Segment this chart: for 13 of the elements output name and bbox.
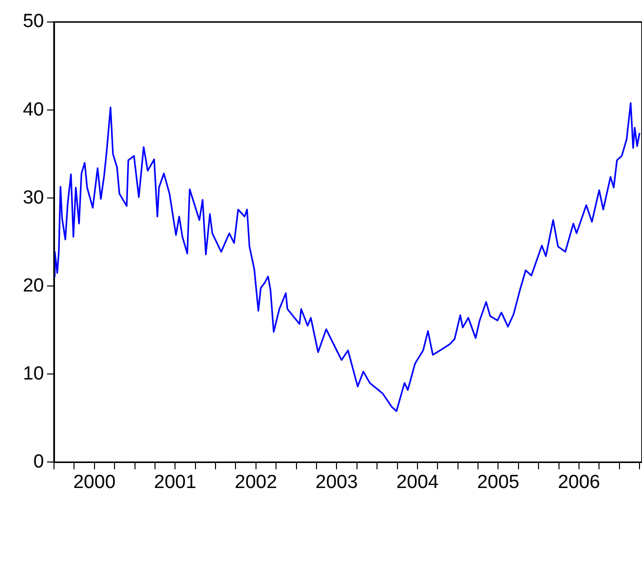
x-tick-label: 2001 [154, 472, 196, 493]
y-tick-label: 30 [22, 187, 44, 208]
y-tick-label: 20 [22, 275, 44, 296]
y-tick-label: 0 [33, 451, 44, 472]
x-tick-label: 2002 [234, 472, 278, 493]
x-tick-label: 2005 [477, 472, 520, 493]
y-tick-label: 50 [22, 11, 44, 32]
x-tick-label: 2000 [73, 472, 116, 493]
y-tick-label: 40 [22, 99, 44, 120]
x-tick-label: 2006 [558, 472, 600, 493]
x-tick-label: 2003 [316, 472, 358, 493]
x-tick-label: 2004 [396, 472, 440, 493]
y-tick-label: 10 [22, 363, 44, 384]
